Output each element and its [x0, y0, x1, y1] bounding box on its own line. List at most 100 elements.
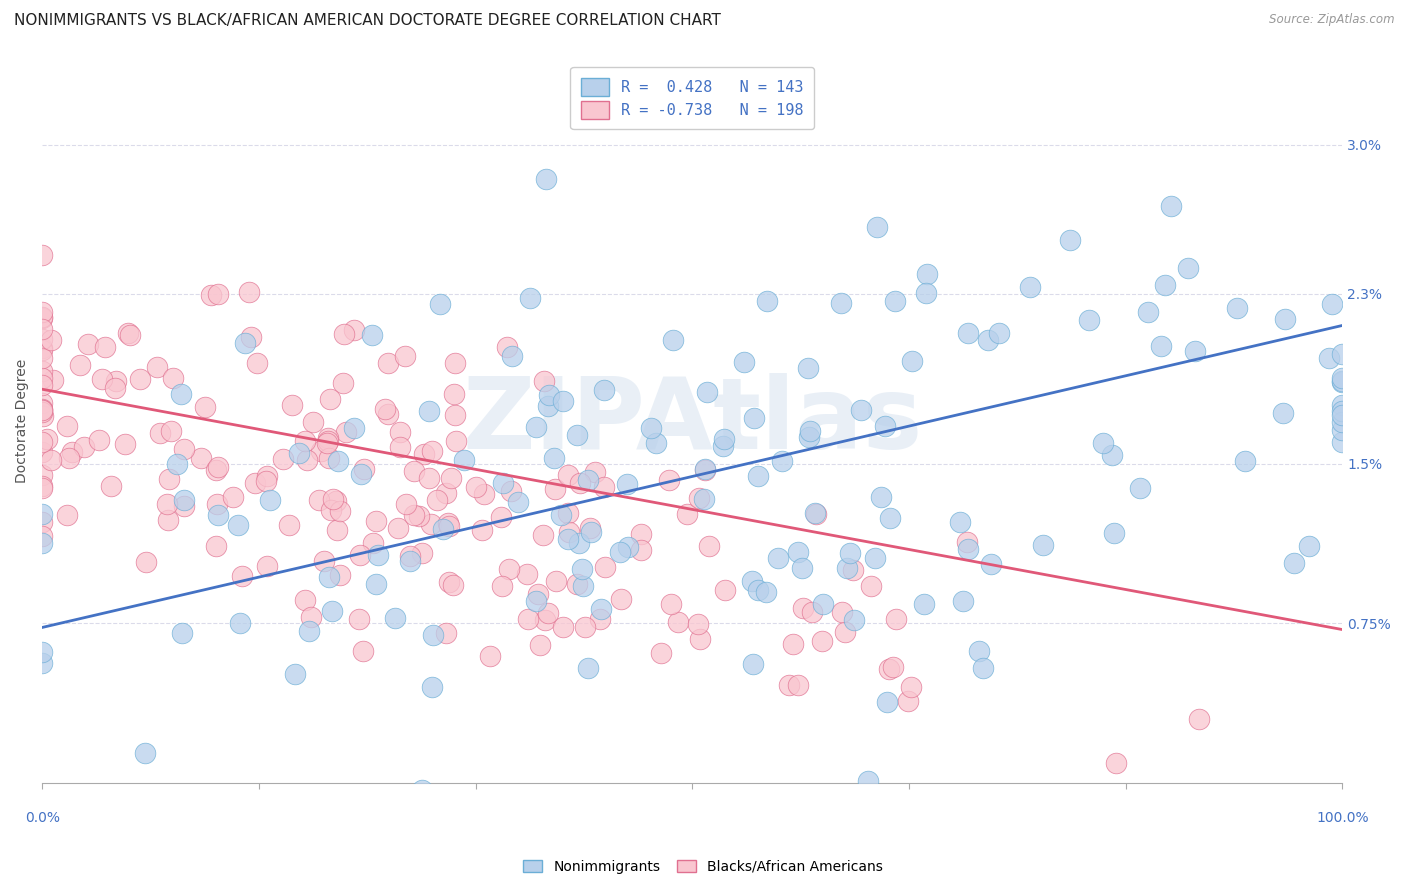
Point	[658, 474, 681, 488]
Point	[572, 579, 595, 593]
Point	[298, 624, 321, 638]
Point	[583, 466, 606, 480]
Point	[534, 614, 557, 628]
Point	[31, 444, 53, 458]
Text: ZIPAtlas: ZIPAtlas	[463, 373, 922, 470]
Point	[418, 403, 440, 417]
Point	[1226, 301, 1249, 315]
Point	[256, 558, 278, 573]
Point	[194, 400, 217, 414]
Point	[31, 248, 53, 262]
Point	[650, 646, 672, 660]
Point	[778, 678, 800, 692]
Point	[35, 432, 58, 446]
Point	[31, 507, 53, 521]
Point	[157, 472, 180, 486]
Point	[335, 425, 357, 439]
Point	[170, 626, 193, 640]
Point	[325, 494, 347, 508]
Point	[31, 364, 53, 378]
Point	[364, 515, 387, 529]
Point	[352, 644, 374, 658]
Point	[117, 326, 139, 340]
Point	[803, 506, 825, 520]
Point	[873, 418, 896, 433]
Point	[1136, 304, 1159, 318]
Point	[519, 291, 541, 305]
Point	[420, 443, 443, 458]
Point	[471, 524, 494, 538]
Point	[1331, 435, 1354, 450]
Point	[804, 507, 827, 521]
Point	[166, 457, 188, 471]
Point	[508, 494, 530, 508]
Point	[472, 486, 495, 500]
Point	[134, 746, 156, 760]
Point	[501, 483, 523, 498]
Point	[877, 662, 900, 676]
Text: Source: ZipAtlas.com: Source: ZipAtlas.com	[1270, 13, 1395, 27]
Point	[557, 524, 579, 539]
Point	[58, 450, 80, 465]
Point	[31, 403, 53, 417]
Point	[782, 637, 804, 651]
Point	[900, 680, 922, 694]
Point	[31, 646, 53, 660]
Point	[353, 462, 375, 476]
Point	[565, 428, 588, 442]
Point	[834, 624, 856, 639]
Point	[498, 561, 520, 575]
Point	[550, 508, 572, 522]
Point	[72, 441, 94, 455]
Point	[295, 453, 318, 467]
Point	[1331, 408, 1354, 422]
Point	[204, 539, 226, 553]
Point	[395, 497, 418, 511]
Point	[1184, 344, 1206, 359]
Point	[879, 511, 901, 525]
Point	[790, 560, 813, 574]
Point	[399, 549, 422, 563]
Point	[384, 611, 406, 625]
Point	[31, 797, 53, 811]
Y-axis label: Doctorate Degree: Doctorate Degree	[15, 359, 30, 483]
Point	[830, 296, 852, 310]
Point	[733, 354, 755, 368]
Point	[640, 421, 662, 435]
Point	[491, 475, 513, 490]
Point	[31, 435, 53, 450]
Point	[394, 349, 416, 363]
Point	[426, 492, 449, 507]
Point	[531, 527, 554, 541]
Point	[1077, 312, 1099, 326]
Point	[863, 551, 886, 566]
Point	[100, 478, 122, 492]
Point	[1177, 260, 1199, 275]
Point	[246, 356, 269, 370]
Point	[616, 477, 638, 491]
Point	[31, 371, 53, 385]
Point	[571, 562, 593, 576]
Point	[1331, 376, 1354, 390]
Point	[31, 402, 53, 417]
Point	[439, 575, 461, 590]
Point	[897, 693, 920, 707]
Point	[915, 267, 938, 281]
Point	[254, 474, 277, 488]
Point	[288, 446, 311, 460]
Point	[31, 468, 53, 483]
Point	[1105, 756, 1128, 770]
Point	[104, 374, 127, 388]
Point	[811, 634, 834, 648]
Point	[569, 476, 592, 491]
Point	[149, 425, 172, 440]
Point	[1188, 712, 1211, 726]
Point	[551, 393, 574, 408]
Legend: Nonimmigrants, Blacks/African Americans: Nonimmigrants, Blacks/African Americans	[516, 853, 890, 880]
Point	[797, 361, 820, 376]
Point	[146, 359, 169, 374]
Point	[31, 404, 53, 418]
Point	[957, 326, 980, 340]
Point	[411, 546, 433, 560]
Point	[408, 509, 430, 524]
